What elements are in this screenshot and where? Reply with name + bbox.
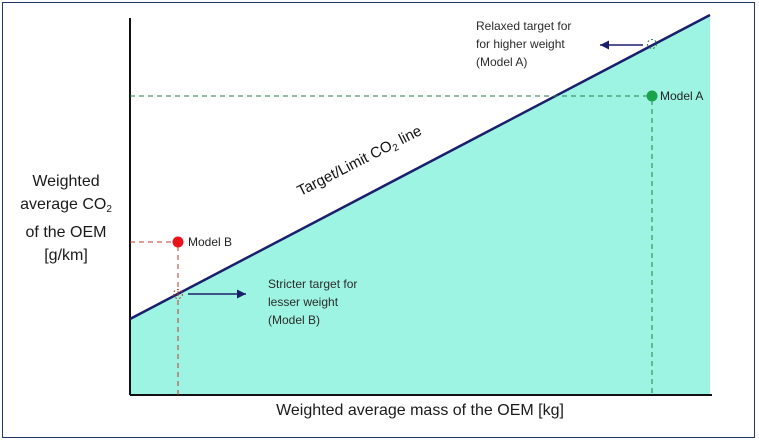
stricter-note-line-2: lesser weight (268, 295, 339, 309)
model-b-point (172, 236, 184, 248)
compliance-area (130, 15, 710, 395)
y-axis-label-line-1: Weighted (32, 173, 100, 190)
relaxed-target-note: Relaxed target for for higher weight (Mo… (476, 17, 571, 71)
y-axis-label-line-4: [g/km] (44, 247, 88, 264)
stricter-note-line-3: (Model B) (268, 313, 321, 327)
relaxed-note-line-2: for higher weight (476, 37, 565, 51)
model-b-target-marker (173, 289, 183, 299)
target-line (129, 13, 711, 321)
x-axis-label: Weighted average mass of the OEM [kg] (276, 402, 564, 419)
model-b-label: Model B (188, 235, 233, 249)
y-axis-label-line-3: of the OEM (25, 224, 107, 241)
y-axis-label-subscript: 2 (106, 204, 112, 215)
relaxed-note-line-1: Relaxed target for (476, 19, 572, 33)
model-a-label: Model A (660, 89, 704, 103)
y-axis-label: Weighted average CO2 of the OEM [g/km] (10, 170, 122, 267)
model-a-point (646, 90, 658, 102)
y-axis-label-line-2: average CO2 (20, 196, 112, 215)
relaxed-note-line-3: (Model A) (476, 55, 528, 69)
stricter-target-note: Stricter target for lesser weight (Model… (268, 275, 357, 329)
stricter-note-line-1: Stricter target for (268, 277, 358, 291)
model-a-target-marker (647, 39, 657, 49)
